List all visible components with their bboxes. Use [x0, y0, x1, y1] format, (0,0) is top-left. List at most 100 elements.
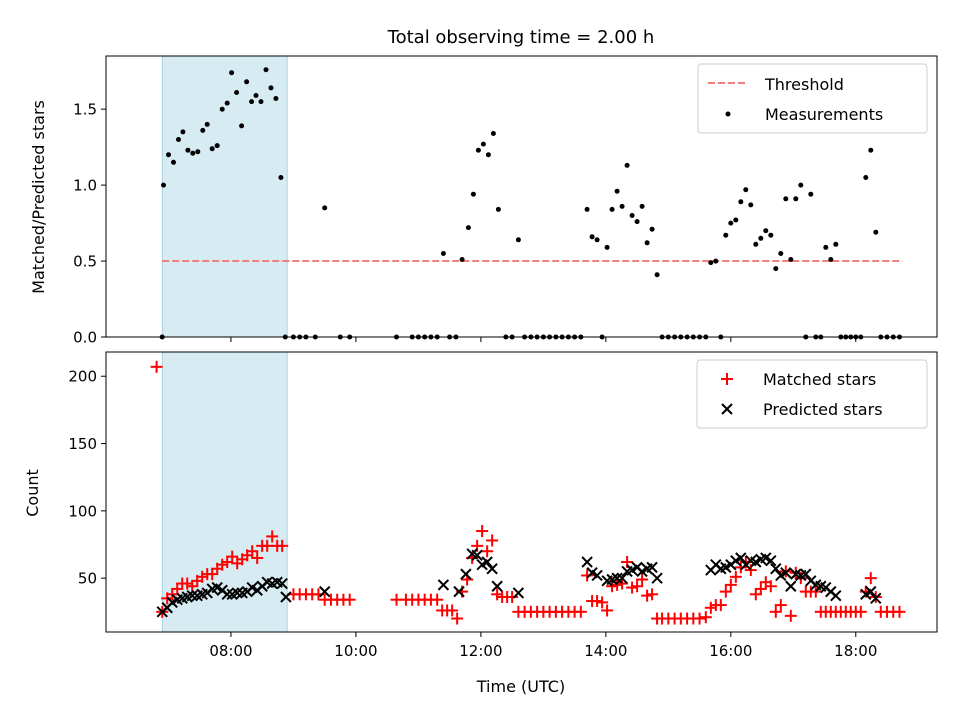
predicted-star-point: [770, 563, 782, 575]
matched-star-point: [729, 570, 742, 583]
measurement-point: [594, 237, 600, 243]
matched-star-point: [754, 582, 767, 595]
measurement-point: [863, 175, 869, 180]
measurement-point: [515, 237, 521, 243]
ratio-axes-frame: [105, 55, 938, 338]
counts-legend-box: [696, 359, 928, 429]
y-tick-label: 100: [68, 502, 97, 520]
measurement-point: [654, 272, 660, 278]
measurement-point: [224, 100, 230, 106]
matched-star-point: [506, 591, 519, 603]
predicted-legend-swatch: [721, 403, 733, 415]
predicted-star-point: [800, 568, 812, 580]
matched-star-point: [446, 604, 459, 617]
measurement-point: [258, 99, 264, 105]
measurement-point: [161, 182, 166, 188]
matched-star-point: [596, 596, 609, 609]
measurement-point: [475, 147, 481, 153]
predicted-points: [156, 548, 882, 618]
predicted-star-point: [830, 589, 842, 602]
predicted-star-point: [437, 579, 450, 591]
matched-star-point: [646, 588, 659, 601]
measurement-point: [793, 196, 799, 202]
matched-star-point: [693, 612, 706, 625]
measurement-point: [713, 258, 719, 264]
measurement-point: [166, 152, 171, 158]
measurement-point: [619, 203, 625, 209]
predicted-star-point: [512, 587, 525, 599]
matched-star-point: [581, 569, 594, 582]
matched-star-point: [251, 551, 264, 564]
measurement-point: [624, 162, 630, 168]
measurement-point: [833, 241, 839, 247]
matched-star-point: [431, 593, 444, 606]
counts-legend: Matched stars Predicted stars: [696, 359, 928, 429]
y-tick-label: 50: [78, 570, 97, 588]
measurement-point: [768, 232, 774, 238]
matched-star-point: [769, 605, 782, 618]
measurement-point: [268, 85, 274, 91]
measurement-point: [253, 93, 259, 98]
matched-points: [150, 360, 906, 625]
measurement-point: [204, 121, 210, 127]
measurement-point: [868, 147, 874, 153]
measurement-point: [440, 251, 446, 256]
matched-star-point: [714, 599, 727, 612]
matched-star-point: [636, 573, 649, 586]
measurement-point: [738, 199, 744, 205]
measurement-point: [470, 191, 476, 197]
y-tick-label: 0.5: [73, 253, 97, 271]
measurement-point: [234, 90, 240, 95]
measurement-point: [239, 123, 245, 129]
measurement-point: [465, 225, 471, 231]
measurement-point: [639, 203, 645, 209]
measurement-point: [604, 244, 610, 250]
measurement-point: [249, 99, 255, 105]
predicted-star-point: [865, 585, 877, 598]
counts-y-ticks: 50 100 150 200: [68, 368, 106, 588]
matched-star-point: [774, 599, 787, 612]
predicted-star-point: [481, 556, 493, 568]
matched-star-point: [150, 360, 163, 373]
matched-star-point: [574, 605, 587, 618]
matched-star-point: [893, 605, 906, 618]
x-tick-label: 16:00: [709, 642, 752, 660]
matched-star-point: [451, 612, 464, 625]
measurement-point: [748, 202, 754, 208]
counts-panel: 50 100 150 200 08:00 10:00 12:00 14:00 16:00 18:…: [23, 351, 938, 696]
counts-highlight-span: [161, 351, 288, 633]
ratio-legend-box: [697, 63, 928, 134]
predicted-star-point: [280, 591, 292, 603]
measurement-point: [609, 206, 615, 212]
measurement-point: [783, 196, 789, 202]
matched-star-point: [864, 572, 877, 585]
predicted-star-point: [616, 572, 628, 584]
measurement-point: [773, 266, 779, 272]
matched-legend-swatch: [721, 373, 733, 385]
matched-star-point: [481, 545, 494, 558]
measurement-point: [459, 257, 465, 262]
measurement-point: [823, 244, 829, 250]
matched-star-point: [631, 580, 644, 593]
matched-star-point: [724, 578, 737, 591]
predicted-star-point: [870, 592, 882, 605]
predicted-star-point: [581, 556, 593, 568]
measurement-point: [828, 257, 834, 262]
predicted-star-point: [453, 585, 465, 598]
measurement-point: [728, 220, 734, 226]
matched-star-point: [476, 525, 489, 538]
matched-star-point: [699, 611, 712, 624]
measurement-point: [644, 240, 650, 246]
ratio-y-label: Matched/Predicted stars: [29, 100, 48, 294]
matched-star-point: [854, 605, 867, 618]
measurement-point: [171, 159, 176, 165]
measurement-point: [778, 251, 784, 256]
measurement-point: [273, 96, 279, 101]
y-tick-label: 1.5: [73, 101, 97, 119]
measurement-point: [185, 147, 191, 153]
measurement-point: [733, 217, 739, 223]
matched-star-point: [719, 585, 732, 598]
measurement-point: [195, 149, 201, 155]
ratio-points: [159, 67, 902, 340]
